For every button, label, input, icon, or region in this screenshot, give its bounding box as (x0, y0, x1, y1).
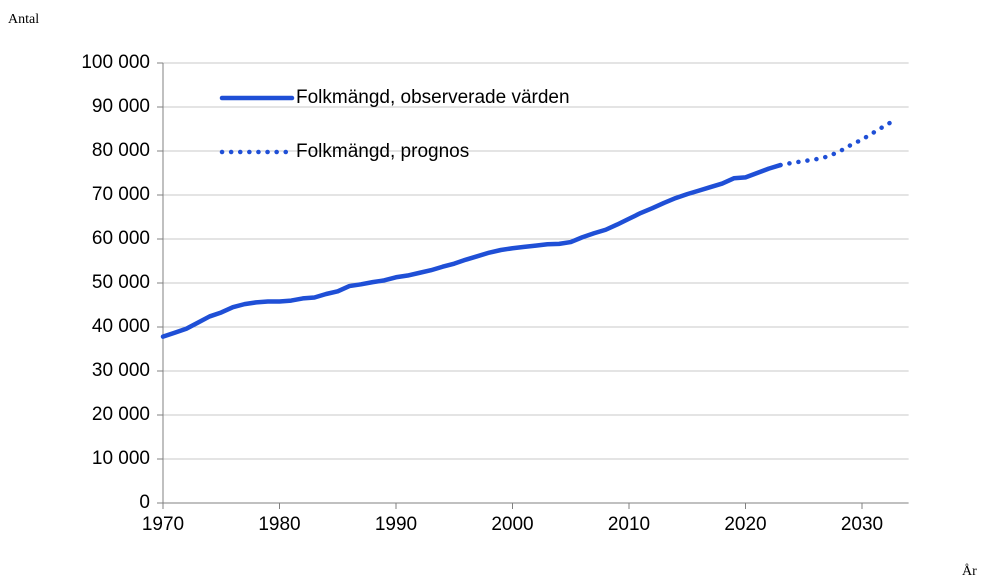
legend-label: Folkmängd, prognos (296, 141, 469, 162)
legend-label: Folkmängd, observerade värden (296, 87, 570, 108)
y-axis-label: Antal (8, 12, 39, 27)
y-tick-label: 50 000 (92, 272, 150, 293)
x-axis-label: År (962, 563, 977, 579)
x-tick-label: 2000 (491, 514, 533, 535)
y-tick-label: 80 000 (92, 140, 150, 161)
series-line (778, 116, 900, 168)
x-tick-label: 1980 (258, 514, 300, 535)
y-tick-label: 40 000 (92, 316, 150, 337)
y-tick-label: 70 000 (92, 184, 150, 205)
y-tick-label: 0 (139, 492, 150, 513)
x-tick-label: 2010 (608, 514, 650, 535)
y-tick-label: 20 000 (92, 404, 150, 425)
x-tick-label: 2020 (724, 514, 766, 535)
x-tick-label: 1970 (142, 514, 184, 535)
y-tick-label: 100 000 (81, 52, 150, 73)
series-line (160, 162, 783, 339)
y-tick-label: 10 000 (92, 448, 150, 469)
y-tick-label: 60 000 (92, 228, 150, 249)
y-tick-label: 30 000 (92, 360, 150, 381)
x-tick-label: 2030 (841, 514, 883, 535)
x-tick-label: 1990 (375, 514, 417, 535)
y-tick-label: 90 000 (92, 96, 150, 117)
